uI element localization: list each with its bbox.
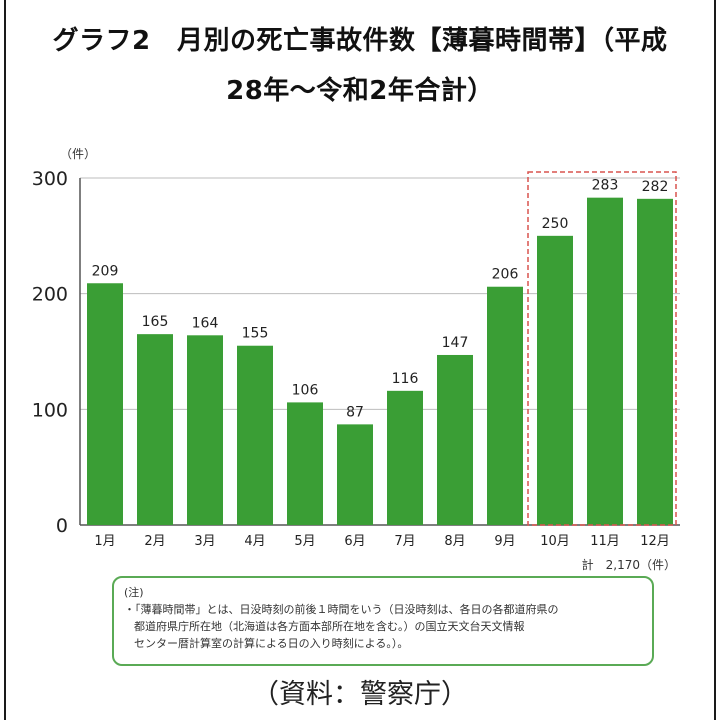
- bar: [437, 354, 473, 525]
- data-label: 147: [442, 335, 469, 351]
- x-tick-label: 9月: [494, 534, 515, 549]
- bar: [387, 390, 423, 525]
- y-tick-label: 100: [32, 399, 68, 421]
- bar: [287, 402, 323, 525]
- y-axis-ticks: 0 100 200 300: [32, 168, 68, 537]
- chart-title-line2: 28年〜令和2年合計）: [226, 76, 494, 106]
- x-tick-label: 4月: [244, 534, 265, 549]
- x-tick-label: 7月: [394, 534, 415, 549]
- bar: [337, 424, 373, 525]
- data-label: 283: [592, 178, 619, 194]
- data-label: 206: [492, 267, 519, 283]
- right-frame-line: [714, 0, 716, 720]
- data-labels: 209 165 164 155 106 87 116 147 206 250 283 282: [92, 178, 669, 421]
- bar: [537, 235, 573, 526]
- bars: [87, 197, 673, 526]
- x-tick-label: 5月: [294, 534, 315, 549]
- y-tick-label: 300: [32, 168, 68, 190]
- x-tick-label: 2月: [144, 534, 165, 549]
- data-label: 165: [142, 314, 169, 330]
- note-line: 都道府県庁所在地（北海道は各方面本部所在地を含む。）の国立天文台天文情報: [134, 620, 525, 633]
- bar: [637, 198, 673, 525]
- x-axis-ticks: 1月 2月 3月 4月 5月 6月 7月 8月 9月 10月 11月 12月: [94, 534, 669, 549]
- data-label: 155: [242, 326, 269, 342]
- note-box: (注) ・「薄暮時間帯」とは、日没時刻の前後１時間をいう（日没時刻は、各日の各都…: [112, 576, 654, 666]
- bar: [137, 334, 173, 525]
- data-label: 164: [192, 315, 219, 331]
- y-tick-label: 200: [32, 284, 68, 306]
- bar: [237, 345, 273, 525]
- note-heading: (注): [124, 586, 144, 599]
- data-label: 87: [346, 404, 364, 420]
- data-label: 250: [542, 216, 569, 232]
- bar: [87, 283, 123, 525]
- y-unit-label: （件）: [60, 147, 96, 161]
- x-tick-label: 1月: [94, 534, 115, 549]
- source-label: （資料：警察庁）: [252, 679, 468, 710]
- highlight-box: [527, 171, 677, 526]
- bar: [187, 335, 223, 525]
- x-tick-label: 10月: [540, 534, 570, 549]
- x-tick-label: 3月: [194, 534, 215, 549]
- x-tick-label: 8月: [444, 534, 465, 549]
- data-label: 282: [642, 179, 669, 195]
- x-tick-label: 6月: [344, 534, 365, 549]
- data-label: 116: [392, 371, 419, 387]
- y-tick-label: 0: [56, 515, 68, 537]
- data-label: 209: [92, 263, 119, 279]
- chart-title-line1: グラフ2 月別の死亡事故件数【薄暮時間帯】（平成: [52, 26, 668, 56]
- x-tick-label: 11月: [590, 534, 620, 549]
- bar: [587, 197, 623, 525]
- bar: [487, 286, 523, 525]
- note-line: ・「薄暮時間帯」とは、日没時刻の前後１時間をいう（日没時刻は、各日の各都道府県の: [124, 603, 559, 616]
- left-frame-line: [4, 0, 6, 720]
- note-line: センター暦計算室の計算による日の入り時刻による。）。: [134, 637, 409, 650]
- data-label: 106: [292, 382, 319, 398]
- x-tick-label: 12月: [640, 534, 670, 549]
- total-label: 計 2,170（件）: [582, 557, 676, 572]
